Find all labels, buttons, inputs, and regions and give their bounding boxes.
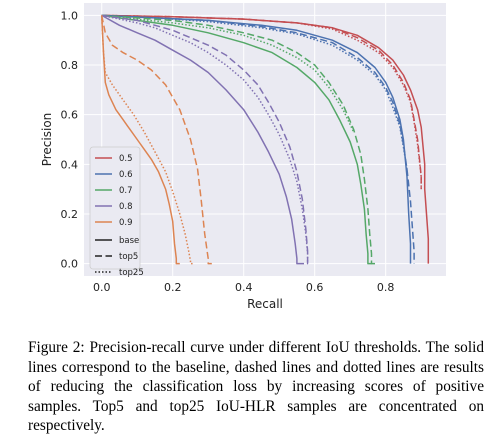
series-line-iou-08-solid	[101, 14, 304, 265]
x-tick-label: 0.6	[306, 281, 324, 294]
caption-text: Precision-recall curve under different I…	[28, 339, 484, 434]
legend-label: 0.8	[119, 202, 133, 212]
figure-caption: Figure 2: Precision-recall curve under d…	[28, 338, 484, 436]
legend-label: 0.9	[119, 218, 133, 228]
y-tick-label: 1.0	[61, 9, 79, 22]
pr-curve-chart: 0.0 0.2 0.4 0.6 0.8 0.0 0.2 0.4 0.6 0.8 1.0 Recall P…	[40, 3, 446, 311]
legend-label: top25	[119, 268, 144, 278]
pr-curve-figure: 0.0 0.2 0.4 0.6 0.8 0.0 0.2 0.4 0.6 0.8 1.0 Recall P…	[40, 3, 446, 311]
legend-label: 0.7	[119, 186, 133, 196]
x-tick-label: 0.2	[164, 281, 182, 294]
x-axis-label: Recall	[247, 297, 283, 311]
series-line-iou-06-dotted	[101, 14, 408, 170]
x-tick-label: 0.4	[235, 281, 253, 294]
y-tick-label: 0.6	[61, 109, 79, 122]
series-line-iou-06-solid	[101, 14, 412, 264]
x-tick-label: 0.8	[377, 281, 395, 294]
legend-box	[89, 146, 141, 270]
series-line-iou-07-dashed	[101, 14, 375, 265]
series-line-iou-09-dashed	[100, 15, 212, 265]
y-tick-label: 0.2	[61, 208, 79, 221]
series-line-iou-07-solid	[101, 14, 372, 265]
caption-label: Figure 2:	[28, 339, 85, 356]
series-line-iou-09-dotted	[100, 15, 194, 265]
legend-label: base	[119, 236, 139, 246]
series-line-iou-09-solid	[100, 15, 180, 265]
legend-label: 0.5	[119, 154, 133, 164]
legend-label: 0.6	[119, 170, 133, 180]
y-tick-label: 0.8	[61, 59, 79, 72]
series-line-iou-05-dotted	[101, 14, 422, 190]
y-axis-label: Precision	[40, 113, 54, 167]
y-tick-label: 0.4	[61, 158, 79, 171]
legend-label: top5	[119, 252, 138, 262]
y-tick-label: 0.0	[61, 258, 79, 271]
series-line-iou-06-dashed	[101, 14, 415, 264]
x-tick-label: 0.0	[93, 281, 111, 294]
